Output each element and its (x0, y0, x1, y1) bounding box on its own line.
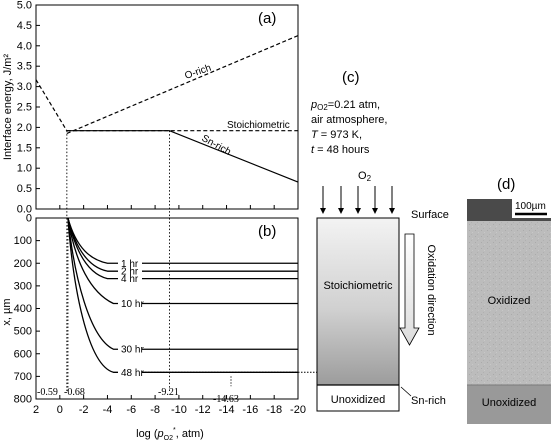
y-tick-label-b: 700 (14, 371, 32, 383)
x-tick-label: -6 (126, 404, 136, 416)
panel-a: 0.0 0.5 1.0 1.5 2.0 2.5 3.0 3.5 4.0 4.5 5.0 Interf… (2, 0, 299, 216)
panel-b-x-ticks: 2 0 -2 -4 -6 -8 -10 -12 -14 -16 -18 -20 (33, 395, 306, 416)
sample-frame (316, 217, 400, 412)
condition-temperature: T = 973 K, (311, 129, 362, 141)
panel-a-x-ticks (35, 205, 299, 209)
x-tick-label: -10 (171, 404, 187, 416)
x-tick-label: -14 (219, 404, 235, 416)
condition-atmosphere: air atmosphere, (311, 114, 387, 126)
sn-rich-label-c: Sn-rich (411, 395, 446, 407)
curve-label-10-hr: 10 hr (121, 299, 144, 310)
y-tick-label-a: 0.5 (17, 183, 32, 195)
x-tick-label: -16 (242, 404, 258, 416)
panel-b-label: (b) (258, 223, 276, 240)
x-tick-label: -8 (150, 404, 160, 416)
y-tick-label-a: 4.5 (17, 20, 32, 32)
o2-arrows (320, 186, 395, 214)
y-tick-label-a: 4.0 (17, 40, 32, 52)
guide-lines (66, 130, 170, 391)
stoichiometric-label-a: Stoichiometric (227, 120, 290, 131)
unoxidized-region (317, 385, 399, 411)
x-tick-label: -20 (290, 404, 306, 416)
curve-label-48-hr: 48 hr (121, 368, 144, 379)
curve-label-2-hr: 2 hr (121, 267, 139, 278)
panel-a-y-axis-title: Interface energy, J/m² (2, 54, 14, 161)
panel-b-curve-labels: 1 hr2 hr4 hr 10 hr 30 hr 48 hr (121, 259, 144, 379)
o2-arrow-head (389, 208, 395, 214)
unoxidized-label-d: Unoxidized (482, 397, 536, 409)
curve-label-4-hr: 4 hr (121, 274, 139, 285)
x-tick-label: -2 (79, 404, 89, 416)
x-tick-label: 0 (57, 404, 63, 416)
x-tick-label: -18 (266, 404, 282, 416)
annotation-1463: -14.63 (213, 394, 239, 405)
curve-label-30-hr: 30 hr (121, 345, 144, 356)
condition-po2: pO2=0.21 atm, (310, 99, 380, 112)
scale-bar-label: 100µm (515, 201, 546, 212)
sn-rich-pointer (400, 386, 412, 397)
curve-10-hr (67, 217, 298, 305)
y-tick-label-b: 800 (14, 394, 32, 406)
micrograph-oxidized (467, 205, 551, 385)
oxidation-direction-label: Oxidation direction (425, 244, 437, 335)
o-rich-label: O-rich (183, 63, 212, 82)
panel-b-lines (67, 217, 317, 387)
stoichiometric-label-c: Stoichiometric (323, 280, 393, 292)
y-tick-label-b: 600 (14, 348, 32, 360)
o2-arrow-head (355, 208, 361, 214)
y-tick-label-a: 0.0 (17, 204, 32, 216)
curve-label-1-hr: 1 hr (121, 259, 139, 270)
panel-a-label: (a) (258, 10, 276, 27)
y-tick-label-b: 200 (14, 258, 32, 270)
y-tick-label-b: 100 (14, 235, 32, 247)
unoxidized-label-c: Unoxidized (331, 394, 385, 406)
y-tick-label-b: 500 (14, 326, 32, 338)
unnamed-line (35, 79, 68, 132)
o2-arrow-head (372, 208, 378, 214)
y-tick-label-a: 3.0 (17, 81, 32, 93)
y-tick-label-a: 1.5 (17, 142, 32, 154)
y-tick-label-a: 2.5 (17, 102, 32, 114)
annotation-068: -0.68 (64, 387, 85, 398)
y-tick-label-b: 0 (26, 213, 32, 225)
panel-c: (c) pO2=0.21 atm, air atmosphere, T = 97… (310, 69, 449, 412)
panel-b-y-ticks: 0 100 200 300 400 500 600 700 800 (14, 213, 40, 406)
x-axis-title: log (pO2*, atm) (136, 427, 204, 442)
o2-arrow-head (338, 208, 344, 214)
surface-label: Surface (411, 209, 449, 221)
oxidation-direction-arrow (399, 233, 420, 346)
y-tick-label-a: 5.0 (17, 0, 32, 12)
x-tick-label: -12 (195, 404, 211, 416)
o2-arrow-head (320, 208, 326, 214)
x-tick-label: -4 (103, 404, 113, 416)
y-tick-label-a: 1.0 (17, 163, 32, 175)
o-rich-line (66, 35, 299, 135)
annotation-059: -0.59 (37, 387, 58, 398)
panel-d-label: (d) (497, 176, 515, 193)
curve-30-hr (67, 217, 298, 350)
annotation-921: -9.21 (158, 387, 179, 398)
curve-4-hr (67, 217, 298, 280)
y-tick-label-b: 300 (14, 280, 32, 292)
panel-a-lines (35, 35, 299, 183)
micrograph-unoxidized (467, 385, 551, 424)
sn-rich-label-a: Sn-rich (200, 133, 233, 158)
x-tick-label: 2 (33, 404, 39, 416)
panel-d: (d) 100µm Oxidized Unoxidized (467, 176, 551, 424)
oxidized-label-d: Oxidized (488, 295, 531, 307)
condition-time: t = 48 hours (311, 144, 370, 156)
sn-rich-line (66, 130, 299, 183)
panel-c-label: (c) (342, 69, 360, 86)
y-tick-label-a: 3.5 (17, 61, 32, 73)
y-tick-label-a: 2.0 (17, 122, 32, 134)
panel-b-y-axis-title: x, µm (1, 298, 13, 325)
o2-label: O2 (358, 170, 372, 183)
panel-a-frame (35, 4, 299, 210)
stoichiometric-region (317, 218, 399, 385)
panel-a-y-ticks: 0.0 0.5 1.0 1.5 2.0 2.5 3.0 3.5 4.0 4.5 5.0 (17, 0, 40, 216)
y-tick-label-b: 400 (14, 303, 32, 315)
